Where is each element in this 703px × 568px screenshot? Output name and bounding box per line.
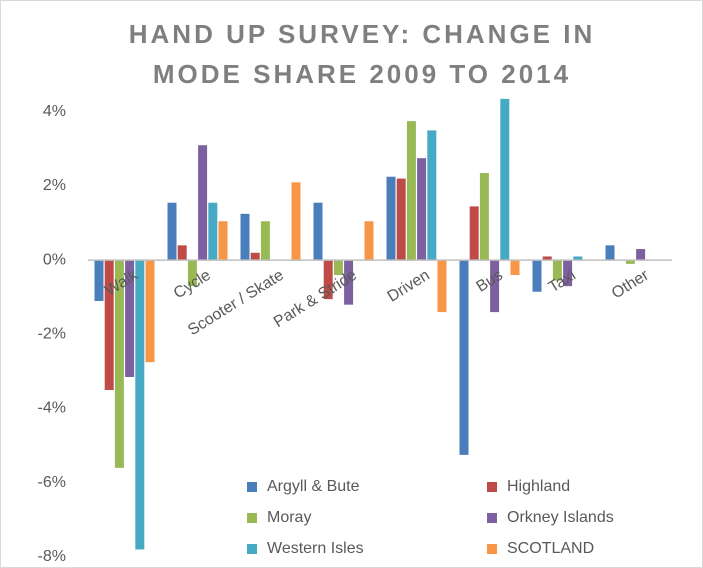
bar	[218, 221, 228, 261]
legend-swatch	[247, 544, 257, 554]
bar	[135, 260, 145, 550]
legend-swatch	[487, 544, 497, 554]
bar	[344, 260, 354, 305]
bar	[177, 245, 187, 261]
bar	[563, 260, 573, 287]
legend-swatch	[487, 482, 497, 492]
bar	[573, 256, 583, 261]
legend-swatch	[487, 513, 497, 523]
y-tick-label: 4%	[43, 103, 66, 120]
bar	[145, 260, 155, 363]
bar	[240, 213, 250, 261]
bar	[532, 260, 542, 292]
bar	[542, 256, 552, 261]
y-tick-label: 2%	[43, 177, 66, 194]
bar	[386, 176, 396, 261]
bar	[333, 260, 343, 276]
legend-label: Western Isles	[267, 540, 364, 557]
bar	[510, 260, 520, 276]
bar	[605, 245, 615, 261]
y-tick-label: -6%	[38, 474, 66, 491]
bar	[114, 260, 124, 468]
bar	[187, 260, 197, 287]
y-tick-label: -8%	[38, 548, 66, 565]
chart-title: HAND UP SURVEY: CHANGE IN	[129, 19, 596, 49]
bar	[636, 249, 646, 261]
legend-swatch	[247, 513, 257, 523]
bar	[396, 178, 406, 261]
bar	[479, 173, 489, 261]
y-tick-label: -4%	[38, 400, 66, 417]
bar	[208, 202, 218, 261]
bar	[427, 130, 437, 261]
bar	[167, 202, 177, 261]
chart-title: MODE SHARE 2009 TO 2014	[153, 59, 571, 89]
bar	[417, 158, 427, 261]
y-tick-label: 0%	[43, 251, 66, 268]
bar	[313, 202, 323, 261]
bar	[291, 182, 301, 261]
bar	[552, 260, 562, 281]
bar	[198, 145, 208, 261]
bar	[125, 260, 135, 378]
bar	[323, 260, 333, 300]
bar	[104, 260, 114, 390]
bar	[490, 260, 500, 313]
legend-label: Argyll & Bute	[267, 478, 360, 495]
bar	[500, 98, 510, 261]
bar	[250, 252, 260, 261]
bar	[94, 260, 104, 301]
bar	[406, 121, 416, 261]
legend-label: Orkney Islands	[507, 509, 614, 526]
y-tick-label: -2%	[38, 326, 66, 343]
legend-label: Highland	[507, 478, 570, 495]
legend-swatch	[247, 482, 257, 492]
legend-label: Moray	[267, 509, 311, 526]
legend-label: SCOTLAND	[507, 540, 594, 557]
bar	[469, 206, 479, 261]
bar	[437, 260, 447, 313]
bar	[625, 260, 635, 264]
bar	[364, 221, 374, 261]
bar	[459, 260, 469, 455]
bar	[260, 221, 270, 261]
